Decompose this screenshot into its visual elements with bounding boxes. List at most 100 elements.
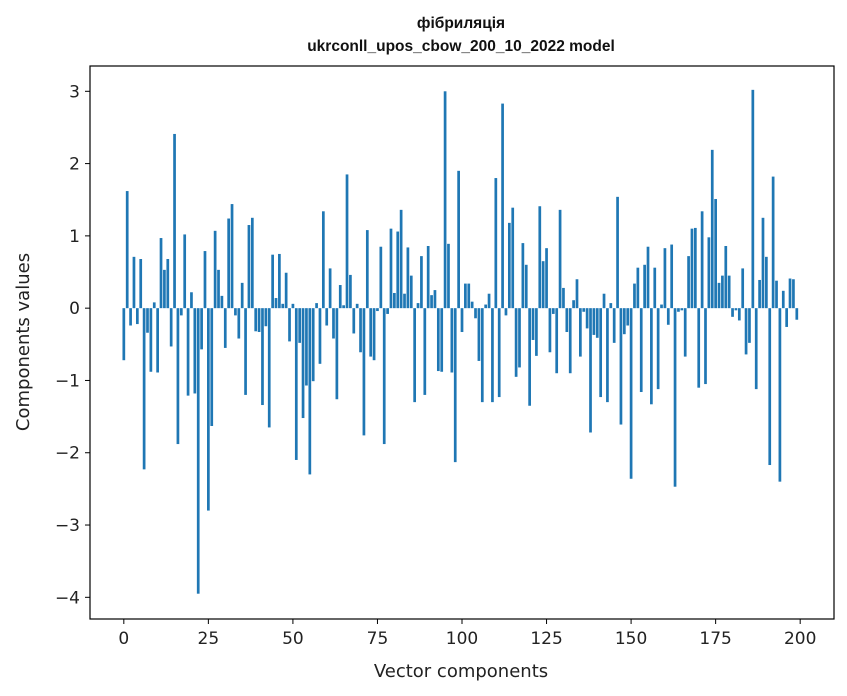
bar xyxy=(125,191,129,309)
x-axis-label: Vector components xyxy=(374,661,548,682)
bar xyxy=(592,308,596,335)
bar xyxy=(389,228,393,309)
bar xyxy=(646,246,650,309)
bar xyxy=(403,293,406,309)
x-tick-label: 25 xyxy=(198,629,220,649)
chart-subtitle: ukrconll_upos_cbow_200_10_2022 model xyxy=(307,38,615,55)
bar xyxy=(376,308,379,312)
bar xyxy=(257,308,261,333)
bar xyxy=(464,283,467,309)
bar xyxy=(369,308,373,357)
bar xyxy=(345,174,349,309)
bar xyxy=(332,308,335,339)
bar xyxy=(342,305,345,309)
bar xyxy=(217,269,220,309)
bar xyxy=(619,308,623,425)
bar xyxy=(731,308,734,317)
y-tick-label: −1 xyxy=(55,371,80,391)
bar xyxy=(494,178,498,309)
bar xyxy=(656,308,660,390)
bar xyxy=(595,308,599,338)
plot-area: 0 25 50 75 100 125 150 175 200 −4 −3 −2 −1 0 1 2 3 xyxy=(55,65,835,649)
bar xyxy=(629,308,633,479)
chart-title: фібриляція xyxy=(417,15,505,32)
bar xyxy=(714,199,717,309)
bar xyxy=(352,308,356,334)
bar xyxy=(210,308,214,426)
bar xyxy=(710,149,714,309)
bar xyxy=(487,293,491,309)
bar xyxy=(497,308,501,398)
bar xyxy=(697,308,701,388)
bar xyxy=(518,308,521,368)
y-tick-label: −3 xyxy=(55,516,80,536)
bar xyxy=(311,308,315,382)
x-tick-label: 200 xyxy=(784,629,816,649)
bar xyxy=(386,308,389,314)
bar xyxy=(278,253,281,309)
bar xyxy=(349,274,352,309)
bar xyxy=(430,295,433,309)
bar xyxy=(227,218,231,309)
bar xyxy=(207,308,210,511)
bar xyxy=(484,304,488,309)
bar xyxy=(565,308,569,333)
bar xyxy=(785,308,789,327)
bar xyxy=(562,287,565,309)
bar xyxy=(677,308,680,312)
bar xyxy=(788,278,792,309)
bar xyxy=(288,308,291,342)
bar xyxy=(149,308,153,372)
bar xyxy=(511,207,515,309)
bar xyxy=(585,308,589,329)
bar xyxy=(318,308,322,364)
bar xyxy=(693,227,697,309)
y-axis-label: Components values xyxy=(13,253,34,431)
bar xyxy=(335,308,339,400)
bar xyxy=(501,103,504,309)
bar xyxy=(575,279,579,309)
bar xyxy=(457,170,460,309)
bar-series xyxy=(122,89,799,594)
bar xyxy=(491,308,494,403)
bar xyxy=(271,254,274,309)
x-axis-ticks: 0 25 50 75 100 125 150 175 200 xyxy=(118,619,816,649)
bar xyxy=(531,308,535,340)
bar xyxy=(254,308,258,332)
bar xyxy=(778,308,782,482)
bar xyxy=(727,275,731,309)
bar xyxy=(146,308,149,333)
bar xyxy=(166,259,170,309)
bar xyxy=(203,251,207,309)
bar xyxy=(393,292,396,309)
bar xyxy=(250,217,254,309)
bar xyxy=(748,308,751,343)
bar xyxy=(173,133,176,309)
bar xyxy=(372,308,376,361)
bar xyxy=(460,308,464,333)
bar xyxy=(768,308,772,466)
bar xyxy=(609,303,613,309)
bar xyxy=(602,293,606,309)
x-tick-label: 150 xyxy=(615,629,647,649)
bar xyxy=(734,308,738,311)
bar xyxy=(626,308,630,326)
bar xyxy=(179,308,183,316)
bar xyxy=(480,308,484,403)
bar xyxy=(338,285,342,309)
bar xyxy=(382,308,386,445)
bar xyxy=(159,238,163,309)
bar xyxy=(379,246,383,309)
bar xyxy=(413,308,417,403)
bar xyxy=(247,225,251,309)
bar xyxy=(129,308,132,326)
bar xyxy=(741,268,745,309)
bar xyxy=(781,290,785,309)
bar xyxy=(639,308,643,393)
y-tick-label: −4 xyxy=(55,588,80,608)
bar xyxy=(514,308,518,377)
bar xyxy=(541,261,545,309)
bar xyxy=(142,308,146,470)
y-axis-ticks: −4 −3 −2 −1 0 1 2 3 xyxy=(55,82,90,608)
bar xyxy=(721,275,724,309)
